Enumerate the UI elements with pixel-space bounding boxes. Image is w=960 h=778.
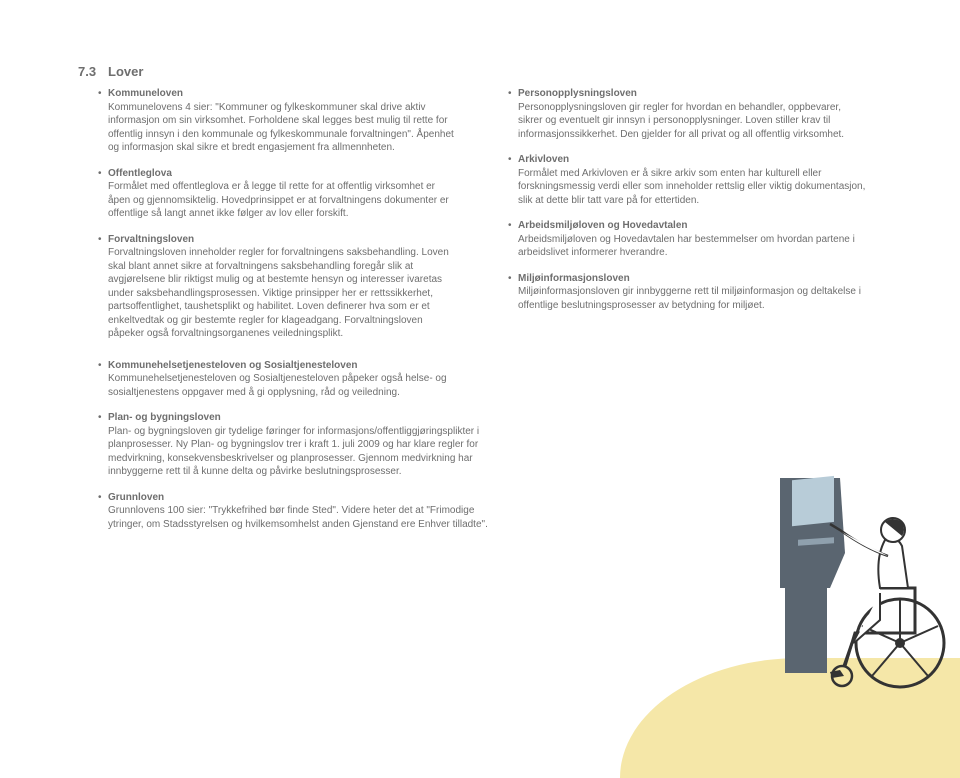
law-grunnloven: Grunnloven Grunnlovens 100 sier: "Trykke… (78, 491, 498, 532)
law-title: Arbeidsmiljøloven og Hovedavtalen (518, 219, 868, 233)
law-body: Forvaltningsloven inneholder regler for … (108, 246, 458, 341)
law-plan-og-bygningsloven: Plan- og bygningsloven Plan- og bygnings… (78, 411, 498, 479)
law-title: Kommunehelsetjenesteloven og Sosialtjene… (108, 359, 498, 373)
law-body: Formålet med Arkivloven er å sikre arkiv… (518, 167, 868, 208)
law-offentleglova: Offentleglova Formålet med offentleglova… (78, 167, 458, 221)
law-title: Miljøinformasjonsloven (518, 272, 868, 286)
law-title: Arkivloven (518, 153, 868, 167)
wheelchair-kiosk-illustration (680, 438, 960, 698)
section-number: 7.3 (78, 64, 108, 79)
law-forvaltningsloven: Forvaltningsloven Forvaltningsloven inne… (78, 233, 458, 341)
right-column: Personopplysningsloven Personopplysnings… (488, 87, 868, 353)
law-arbeidsmiljoloven: Arbeidsmiljøloven og Hovedavtalen Arbeid… (488, 219, 868, 260)
kiosk-icon (780, 476, 845, 673)
law-title: Forvaltningsloven (108, 233, 458, 247)
two-columns: Kommuneloven Kommunelovens 4 sier: "Komm… (78, 87, 912, 353)
bottom-section: Kommunehelsetjenesteloven og Sosialtjene… (78, 359, 498, 532)
law-miljoinformasjonsloven: Miljøinformasjonsloven Miljøinformasjons… (488, 272, 868, 313)
law-personopplysningsloven: Personopplysningsloven Personopplysnings… (488, 87, 868, 141)
law-kommunehelsetjenesteloven: Kommunehelsetjenesteloven og Sosialtjene… (78, 359, 498, 400)
law-body: Plan- og bygningsloven gir tydelige føri… (108, 425, 498, 479)
law-body: Arbeidsmiljøloven og Hovedavtalen har be… (518, 233, 868, 260)
law-title: Grunnloven (108, 491, 498, 505)
left-column: Kommuneloven Kommunelovens 4 sier: "Komm… (78, 87, 458, 353)
law-title: Offentleglova (108, 167, 458, 181)
law-title: Personopplysningsloven (518, 87, 868, 101)
law-body: Kommunehelsetjenesteloven og Sosialtjene… (108, 372, 498, 399)
law-kommuneloven: Kommuneloven Kommunelovens 4 sier: "Komm… (78, 87, 458, 155)
law-body: Formålet med offentleglova er å legge ti… (108, 180, 458, 221)
law-body: Miljøinformasjonsloven gir innbyggerne r… (518, 285, 868, 312)
person-wheelchair-icon (830, 518, 944, 687)
law-title: Plan- og bygningsloven (108, 411, 498, 425)
illustration-svg (680, 438, 960, 698)
law-body: Kommunelovens 4 sier: "Kommuner og fylke… (108, 101, 458, 155)
section-title: Lover (108, 64, 143, 79)
law-title: Kommuneloven (108, 87, 458, 101)
law-arkivloven: Arkivloven Formålet med Arkivloven er å … (488, 153, 868, 207)
law-body: Personopplysningsloven gir regler for hv… (518, 101, 868, 142)
section-header: 7.3 Lover (78, 64, 912, 79)
law-body: Grunnlovens 100 sier: "Trykkefrihed bør … (108, 504, 498, 531)
